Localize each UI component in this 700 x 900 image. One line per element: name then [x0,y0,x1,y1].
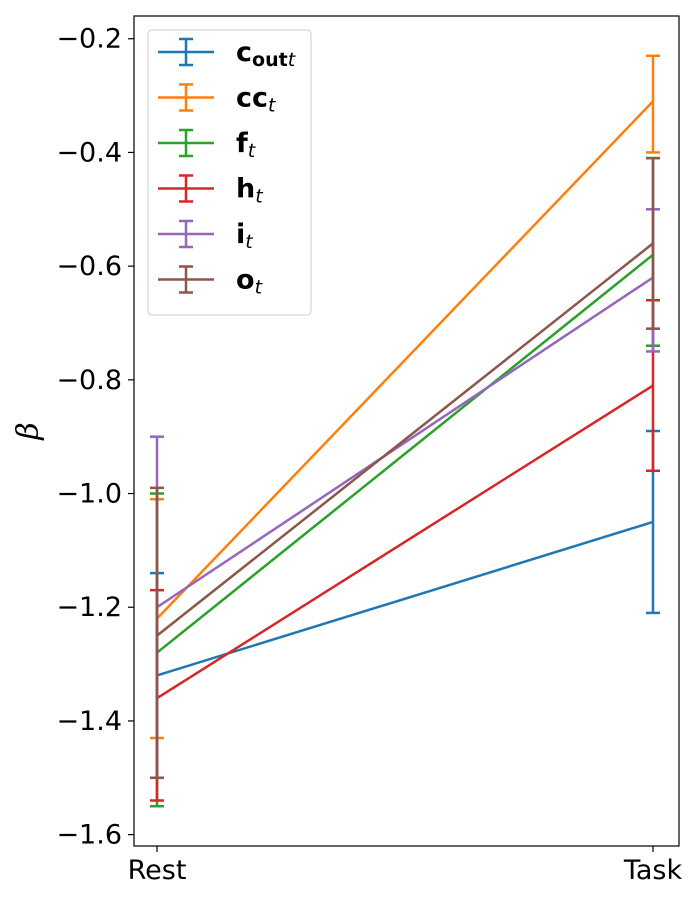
series-line [156,100,654,620]
x-tick-label: Task [623,855,683,886]
legend-item-4: ht [158,174,264,208]
legend-box [147,29,312,316]
legend-label-main: o [236,265,255,296]
legend-label: coutt [236,37,297,71]
series-line [156,276,654,609]
legend-item-5: it [158,219,254,253]
y-tick-label: −0.6 [56,251,122,282]
legend-label-main: cc [236,83,268,114]
series-line [156,520,654,677]
plot-frame [133,15,680,847]
legend-item-3: ft [158,128,257,162]
series-4 [150,298,660,802]
x-tick-label: Rest [128,855,187,886]
legend-label-tail: t [268,95,277,117]
legend-label: ht [236,174,264,208]
legend-item-2: cct [158,83,277,117]
series-1 [150,429,660,780]
y-tick-label: −1.2 [56,592,122,623]
series-6 [150,156,660,780]
legend-label-tail: t [255,186,264,208]
legend-label-tail: t [245,231,254,253]
legend-label: ot [236,265,264,299]
y-tick-label: −1.6 [56,820,122,851]
y-axis-label: β [11,422,46,440]
legend-label-tail: t [248,140,257,162]
legend-label-sub: out [252,49,288,71]
series-line [156,242,654,637]
legend-label-main: h [236,174,255,205]
legend-label-main: f [236,128,248,159]
legend-label: it [236,219,254,253]
plot-marks [150,54,660,808]
legend-label-main: c [236,37,252,68]
y-axis: −1.6 −1.4 −1.2 −1.0 −0.8 −0.6 −0.4 −0.2 [56,24,134,851]
legend-label-main: i [236,219,245,250]
legend-label-tail: t [288,49,297,71]
y-tick-label: −1.0 [56,479,122,510]
y-tick-label: −0.8 [56,365,122,396]
y-tick-label: −1.4 [56,706,122,737]
legend-label: ft [236,128,257,162]
legend-label: cct [236,83,277,117]
y-tick-label: −0.4 [56,137,122,168]
legend-item-6: ot [158,265,264,299]
legend-item-1: coutt [158,37,297,71]
x-axis: Rest Task [128,846,683,886]
legend-label-tail: t [255,277,264,299]
series-line [156,253,654,654]
series-line [156,384,654,700]
y-tick-label: −0.2 [56,24,122,55]
